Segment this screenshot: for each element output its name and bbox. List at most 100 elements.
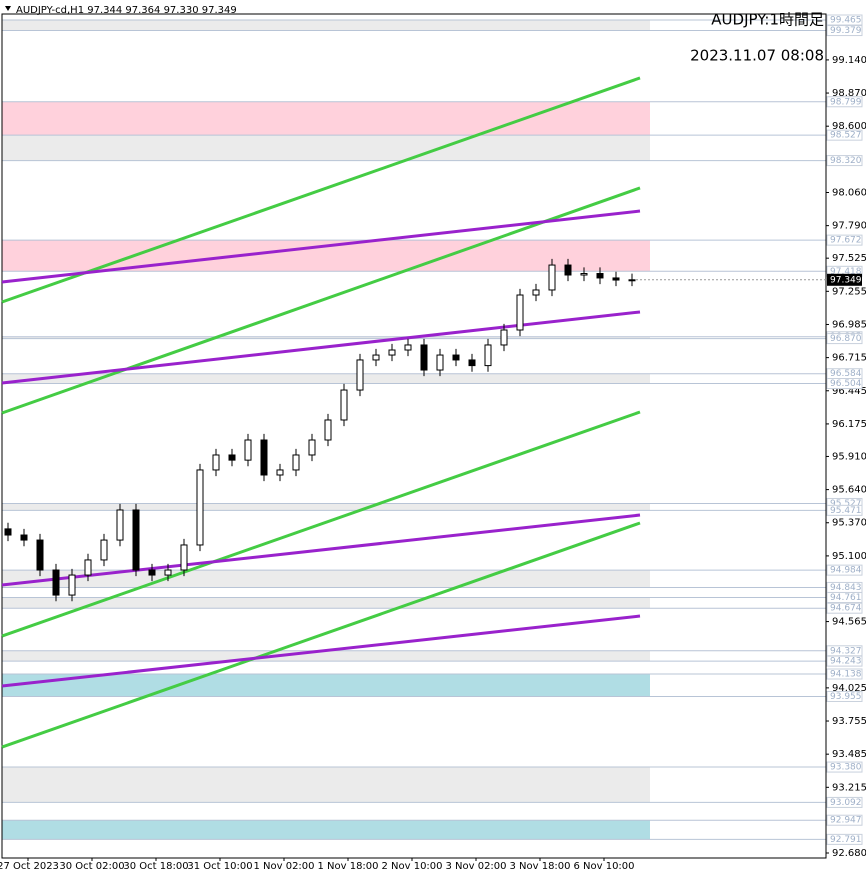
- level-label: 93.092: [830, 798, 862, 808]
- level-label: 98.527: [830, 131, 862, 141]
- candle-body: [132, 509, 140, 571]
- y-tick-label: 97.525: [832, 253, 866, 264]
- level-label-box: [826, 602, 863, 614]
- chart-header: AUDJPY-cd,H1 97.344 97.364 97.330 97.349: [16, 5, 237, 16]
- level-label-box: [826, 234, 863, 246]
- candle-body: [596, 273, 604, 279]
- zone: [2, 767, 650, 803]
- level-label: 98.799: [830, 97, 862, 107]
- trendline: [1, 614, 641, 688]
- zone: [2, 135, 650, 161]
- candle-body: [452, 354, 460, 361]
- level-label-box: [826, 833, 863, 845]
- y-tick-label: 95.370: [832, 518, 866, 529]
- level-label: 94.674: [830, 604, 862, 614]
- level-label: 97.672: [830, 236, 862, 246]
- level-label: 95.471: [830, 506, 862, 516]
- trendline: [1, 310, 641, 385]
- candle-body: [308, 439, 316, 456]
- level-label: 95.527: [830, 499, 862, 509]
- candle-body: [340, 389, 348, 421]
- trendline: [1, 410, 641, 638]
- level-label-box: [826, 814, 863, 826]
- level-label: 94.984: [830, 566, 862, 576]
- chart-title: AUDJPY:1時間足: [711, 11, 824, 29]
- candle-body: [580, 273, 588, 276]
- level-label: 94.761: [830, 593, 862, 603]
- chart-subtitle: 2023.11.07 08:08: [690, 47, 824, 65]
- level-label: 92.791: [830, 835, 862, 845]
- y-tick-label: 96.985: [832, 319, 866, 330]
- x-tick-label: 30 Oct 02:00: [59, 861, 124, 872]
- y-tick-label: 96.715: [832, 353, 866, 364]
- zone: [2, 503, 650, 511]
- zone: [2, 597, 650, 609]
- level-label-box: [826, 796, 863, 808]
- candle-body: [244, 439, 252, 461]
- zone: [2, 570, 650, 588]
- level-label: 94.843: [830, 583, 862, 593]
- candle-body: [500, 329, 508, 346]
- y-tick-label: 92.680: [832, 848, 866, 859]
- current-price-box: [827, 273, 862, 286]
- y-tick-label: 96.445: [832, 386, 866, 397]
- level-label-box: [826, 14, 863, 26]
- header-arrow: [5, 6, 11, 11]
- candle-body: [516, 294, 524, 331]
- candle-body: [116, 509, 124, 541]
- candle-body: [564, 264, 572, 276]
- level-label-box: [826, 129, 863, 141]
- candle-body: [548, 264, 556, 291]
- y-tick-label: 94.025: [832, 683, 866, 694]
- candle-body: [356, 359, 364, 391]
- y-tick-label: 97.790: [832, 221, 866, 232]
- y-tick-label: 93.485: [832, 749, 866, 760]
- y-tick-label: 98.600: [832, 121, 866, 132]
- candle-body: [68, 574, 76, 596]
- x-tick-label: 3 Nov 18:00: [509, 861, 570, 872]
- candle-body: [292, 454, 300, 471]
- zone: [2, 336, 650, 339]
- y-tick-label: 96.175: [832, 419, 866, 430]
- level-label: 97.418: [830, 267, 862, 277]
- level-label: 94.243: [830, 657, 862, 667]
- level-label: 96.870: [830, 334, 862, 344]
- level-label-box: [826, 333, 863, 345]
- candle-body: [260, 439, 268, 476]
- candle-body: [4, 528, 12, 536]
- candle-body: [404, 344, 412, 351]
- level-label: 93.380: [830, 763, 862, 773]
- level-label: 94.327: [830, 646, 862, 656]
- trendline: [1, 209, 641, 284]
- candle-body: [148, 569, 156, 576]
- candle-body: [420, 344, 428, 371]
- level-label: 96.584: [830, 369, 862, 379]
- candle-body: [100, 539, 108, 561]
- trendline: [1, 76, 641, 304]
- trendline: [1, 521, 641, 749]
- x-tick-label: 3 Nov 02:00: [445, 861, 506, 872]
- candle-body: [20, 534, 28, 541]
- level-label-box: [826, 378, 863, 390]
- y-tick-label: 93.215: [832, 782, 866, 793]
- candle-body: [436, 354, 444, 371]
- level-label-box: [826, 655, 863, 667]
- zone: [2, 820, 650, 840]
- level-label: 96.504: [830, 379, 862, 389]
- level-label: 99.465: [830, 16, 862, 26]
- level-label-box: [826, 564, 863, 576]
- level-label: 99.379: [830, 26, 862, 36]
- zone: [2, 674, 650, 697]
- level-label-box: [826, 761, 863, 773]
- level-label-box: [826, 690, 863, 702]
- level-label-box: [826, 155, 863, 167]
- trendline: [1, 186, 641, 415]
- trendline: [1, 513, 641, 587]
- level-label: 93.955: [830, 692, 862, 702]
- zone: [2, 650, 650, 662]
- candle-body: [628, 279, 636, 282]
- level-label-box: [826, 504, 863, 516]
- candle-body: [212, 454, 220, 471]
- candle-body: [612, 277, 620, 281]
- y-tick-label: 93.755: [832, 716, 866, 727]
